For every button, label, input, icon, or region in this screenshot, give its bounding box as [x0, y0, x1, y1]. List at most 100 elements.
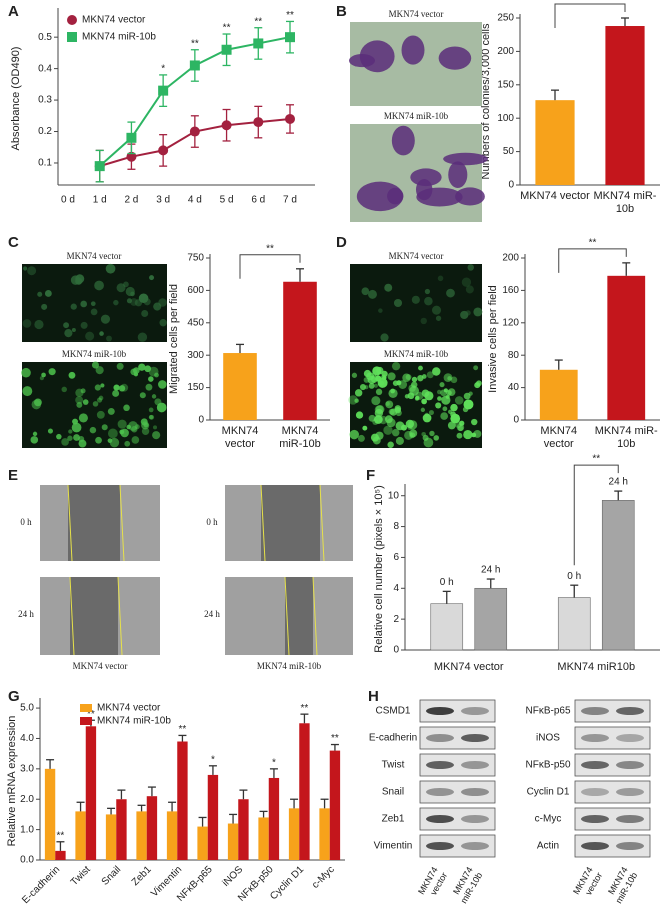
bracket-label: ** [589, 238, 597, 249]
cell [99, 331, 104, 336]
cell [431, 305, 442, 315]
marker [221, 44, 232, 55]
photo-label: MKN74 miR-10b [384, 111, 449, 121]
cell [72, 418, 79, 425]
cell [460, 310, 469, 320]
y-axis-label: Numbers of colonies/3,000 cells [480, 23, 492, 179]
significance: ** [87, 709, 95, 720]
blot-band [616, 815, 644, 823]
cell [71, 422, 82, 433]
cell [400, 424, 407, 431]
cell [450, 403, 458, 412]
bar [166, 811, 178, 860]
cell [145, 383, 153, 391]
cell [473, 429, 482, 438]
cell [92, 401, 99, 407]
cell [48, 368, 56, 376]
x-tick-label: 1 d [93, 195, 107, 206]
cell [422, 413, 432, 423]
scratch-gap [285, 577, 313, 655]
cell [428, 410, 434, 416]
blot-band [461, 761, 489, 769]
cell [393, 298, 403, 308]
y-tick-label: 120 [502, 317, 519, 328]
cell [439, 382, 445, 388]
bar [146, 796, 158, 860]
blot-strip [574, 753, 651, 777]
cell [148, 407, 154, 413]
y-tick-label: 6 [393, 552, 399, 563]
blot-band [616, 734, 644, 742]
cell [468, 391, 473, 396]
y-tick-label: 4.0 [20, 733, 34, 744]
bar-label: 0 h [567, 571, 581, 582]
blot-label: Snail [382, 787, 404, 798]
cell [78, 413, 88, 423]
y-tick-label: 0.4 [38, 63, 52, 74]
cell [473, 307, 483, 317]
cell [68, 429, 73, 434]
cell [120, 383, 129, 392]
cell [454, 396, 464, 405]
cell [116, 362, 124, 370]
cell [148, 376, 154, 382]
cell [396, 380, 402, 386]
blot-strip [574, 726, 651, 750]
cell [420, 317, 427, 325]
x-tick-label: Zeb1 [130, 864, 154, 888]
cell [41, 303, 48, 310]
cell [156, 402, 167, 413]
bar [535, 100, 575, 185]
y-tick-label: 0.0 [20, 855, 34, 866]
time-label: 0 h [206, 517, 218, 527]
blot-strip [419, 807, 496, 831]
colony [416, 187, 463, 207]
blot-strip [574, 699, 651, 723]
cell [139, 392, 146, 399]
x-tick-label: Twist [69, 864, 93, 888]
significance: ** [254, 16, 262, 27]
cell [373, 383, 378, 388]
cell [348, 395, 358, 405]
scratch-edge [284, 576, 290, 656]
cell [421, 398, 427, 405]
scratch-gap [68, 485, 120, 561]
cell [76, 401, 83, 408]
bracket-label: ** [266, 243, 274, 254]
y-tick-label: 2.0 [20, 794, 34, 805]
cell [95, 366, 104, 375]
blot-strip [574, 807, 651, 831]
significance: * [211, 754, 215, 765]
blot-label: Cyclin D1 [527, 787, 570, 798]
time-label: 24 h [18, 609, 34, 619]
cell [39, 376, 44, 381]
cell [116, 283, 126, 293]
x-tick-label: 0 d [61, 195, 75, 206]
blot-strip [419, 834, 496, 858]
colony [356, 181, 404, 212]
bar-label: 0 h [440, 577, 454, 588]
cell [22, 386, 33, 397]
cell [473, 365, 479, 371]
cell [64, 329, 73, 338]
cell [388, 388, 398, 398]
x-tick-label: MKN74 miR-10b [279, 425, 321, 450]
cell [37, 291, 43, 297]
blot-band [426, 842, 454, 850]
cell [112, 389, 120, 397]
cell [474, 382, 481, 389]
y-tick-label: 0 [508, 180, 514, 191]
cell [450, 411, 457, 418]
bar [299, 723, 310, 860]
bar [238, 799, 249, 860]
bar [75, 811, 86, 860]
cell [63, 322, 70, 329]
cell [159, 319, 167, 327]
cell [152, 431, 161, 440]
significance: ** [223, 23, 231, 34]
cell [134, 299, 143, 307]
cell [67, 435, 73, 441]
y-tick-label: 2 [393, 614, 399, 625]
bar [177, 741, 188, 860]
